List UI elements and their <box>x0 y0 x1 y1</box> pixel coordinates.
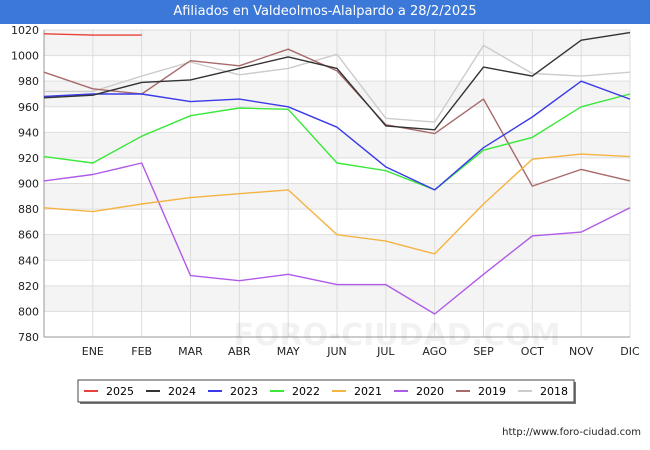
legend-label-2021: 2021 <box>354 385 382 398</box>
chart-title: Afiliados en Valdeolmos-Alalpardo a 28/2… <box>0 0 650 24</box>
series-line-2025 <box>43 33 142 36</box>
y-tick-label: 780 <box>18 331 39 344</box>
x-tick-label: ENE <box>82 345 104 358</box>
legend-label-2020: 2020 <box>416 385 444 398</box>
gridlines <box>43 29 631 338</box>
y-tick-label: 880 <box>18 203 39 216</box>
y-tick-label: 1000 <box>11 50 39 63</box>
y-tick-label: 840 <box>18 254 39 267</box>
legend-label-2022: 2022 <box>292 385 320 398</box>
series-line-2023 <box>43 80 631 191</box>
legend-label-2019: 2019 <box>478 385 506 398</box>
y-axis-ticks: 780 800 820 840 860 880 900 920 940 960 980 1000 102… <box>11 24 39 344</box>
series-line-2024 <box>43 31 631 131</box>
y-tick-label: 920 <box>18 152 39 165</box>
y-tick-label: 900 <box>18 178 39 191</box>
x-tick-label: JUN <box>326 345 347 358</box>
legend-box <box>77 379 575 403</box>
x-tick-label: NOV <box>569 345 594 358</box>
y-tick-label: 940 <box>18 126 39 139</box>
x-tick-label: MAY <box>277 345 300 358</box>
legend-label-2023: 2023 <box>230 385 258 398</box>
y-tick-label: 980 <box>18 75 39 88</box>
x-tick-label: JUL <box>376 345 395 358</box>
y-tick-label: 1020 <box>11 24 39 37</box>
x-tick-label: OCT <box>521 345 544 358</box>
legend-label-2024: 2024 <box>168 385 196 398</box>
footer-url: http://www.foro-ciudad.com <box>502 427 641 438</box>
y-tick-label: 800 <box>18 305 39 318</box>
x-tick-label: AGO <box>422 345 447 358</box>
y-tick-label: 960 <box>18 101 39 114</box>
x-tick-label: FEB <box>131 345 152 358</box>
legend-label-2018: 2018 <box>540 385 568 398</box>
series-line-2018 <box>44 44 631 123</box>
series-line-2021 <box>43 153 631 255</box>
watermark: FORO-CIUDAD.COM <box>234 318 561 353</box>
x-tick-label: SEP <box>473 345 494 358</box>
x-tick-label: ABR <box>228 345 251 358</box>
y-tick-label: 860 <box>18 229 39 242</box>
x-tick-label: DIC <box>620 345 640 358</box>
legend: 2025 2024 2023 2022 2021 2020 2019 2018 <box>77 379 576 404</box>
x-tick-label: MAR <box>178 345 203 358</box>
y-tick-label: 820 <box>18 280 39 293</box>
series-line-2022 <box>43 93 631 191</box>
legend-label-2025: 2025 <box>106 385 134 398</box>
x-axis-ticks: ENE FEB MAR ABR MAY JUN JUL AGO SEP OCT NOV DIC <box>82 345 640 358</box>
series-lines <box>43 31 631 315</box>
series-line-2020 <box>43 162 631 315</box>
